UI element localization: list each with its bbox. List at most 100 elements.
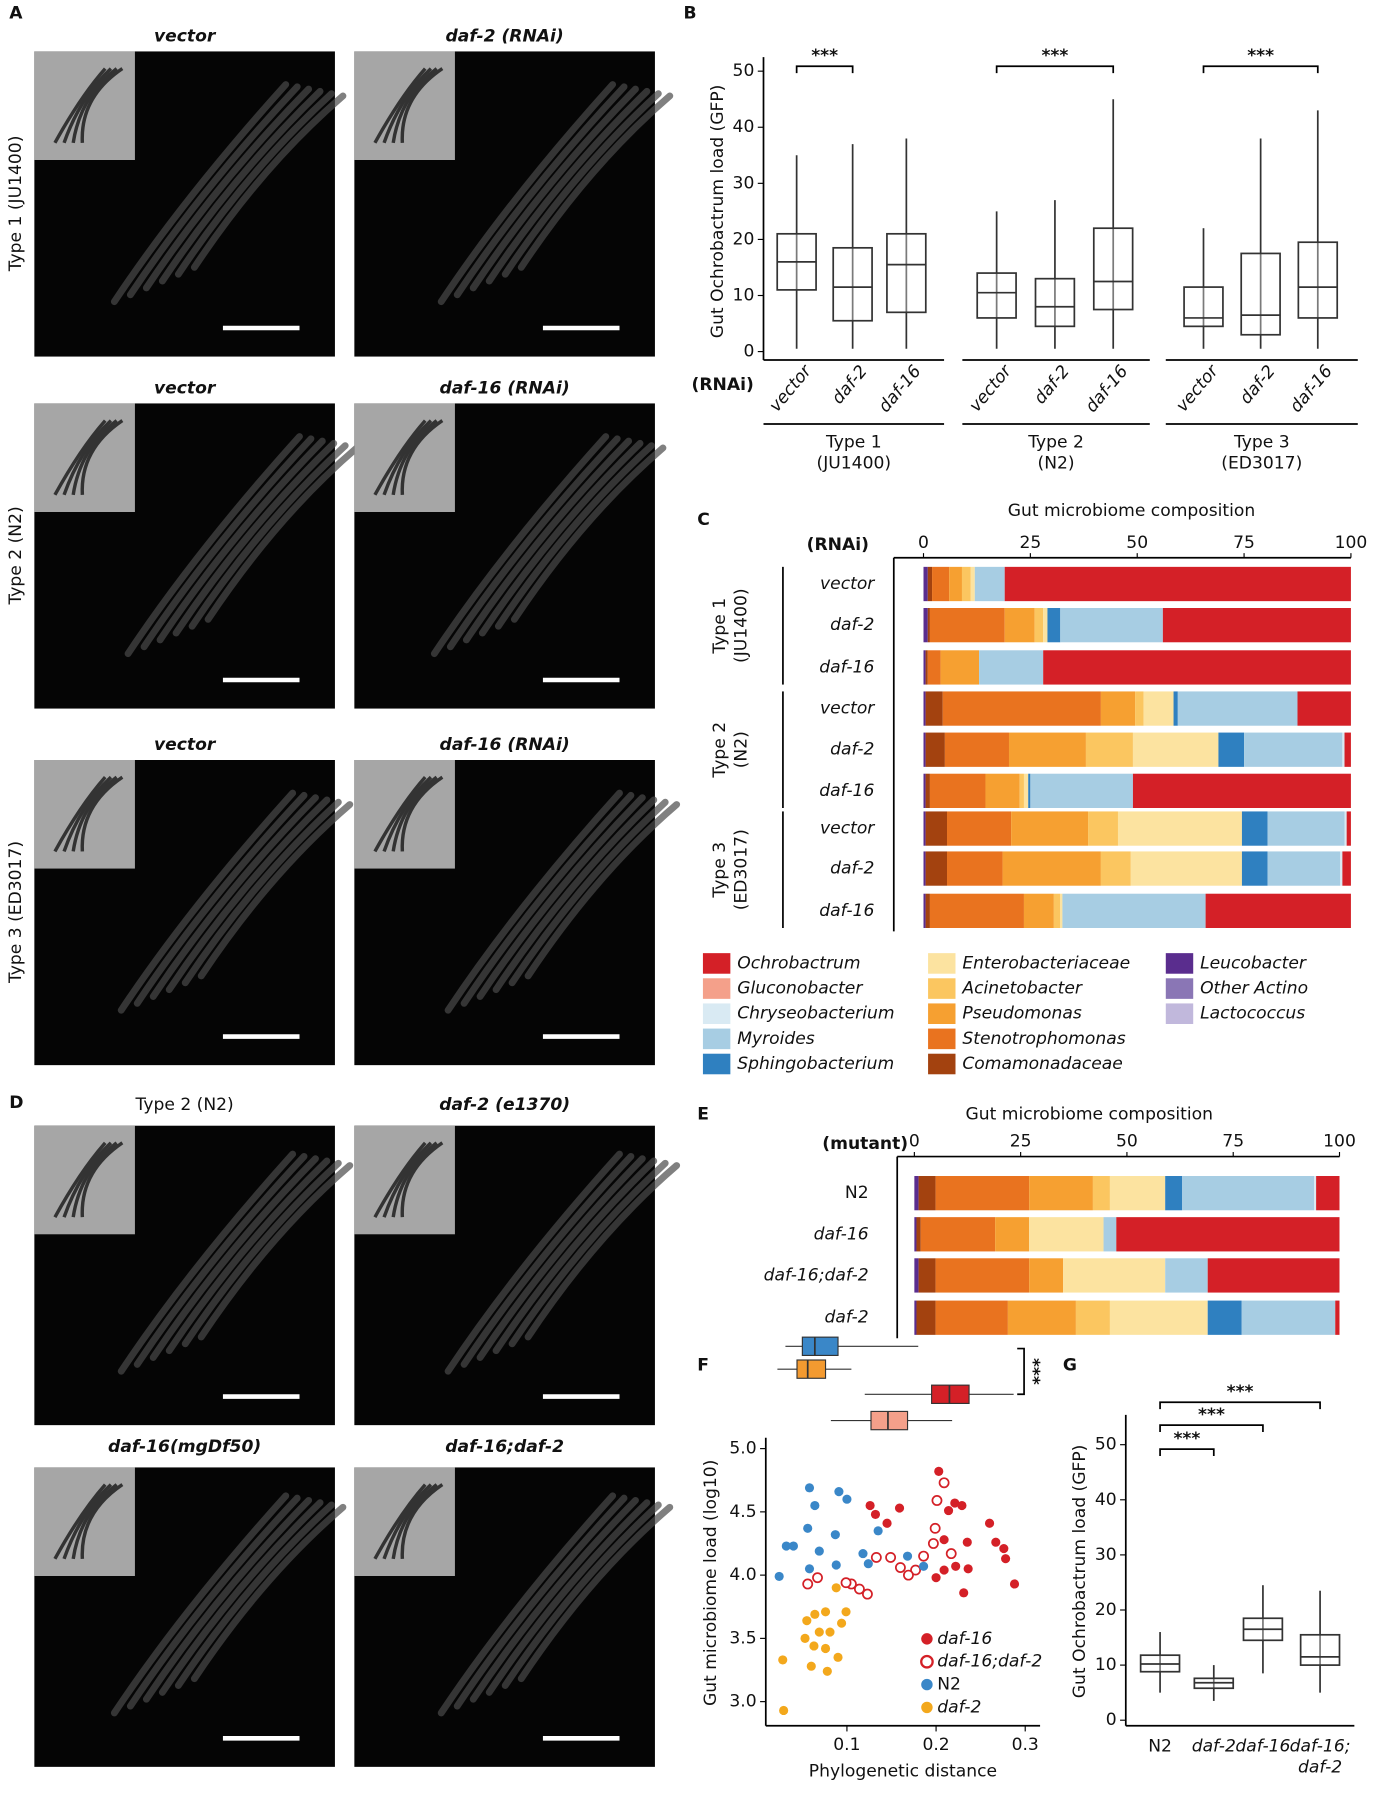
bar-segment	[1135, 691, 1144, 726]
x-tick-label: 50	[1116, 1132, 1138, 1152]
bar-segment	[1028, 773, 1031, 808]
inset-worm	[391, 419, 438, 496]
bar-segment	[1011, 811, 1089, 846]
legend-label: Sphingobacterium	[737, 1054, 894, 1074]
bar-segment	[1267, 811, 1345, 846]
point	[927, 1538, 939, 1549]
worm	[133, 791, 308, 1007]
worm	[430, 433, 610, 658]
bar-segment	[1002, 851, 1101, 886]
point	[950, 1498, 960, 1508]
bar-segment	[1060, 608, 1163, 643]
point	[903, 1569, 914, 1581]
worm	[181, 1159, 342, 1348]
bar-segment	[923, 608, 928, 643]
point	[837, 1618, 847, 1628]
point	[894, 1503, 905, 1513]
point	[951, 1561, 961, 1571]
point	[939, 1535, 949, 1545]
inset-worm	[53, 419, 107, 496]
inset-worm	[373, 419, 427, 496]
inset-worm	[400, 67, 444, 143]
point	[820, 1607, 831, 1617]
inset-worm	[373, 1483, 427, 1560]
point	[870, 1509, 881, 1519]
significance: ***	[1173, 1429, 1200, 1449]
significance: ***	[1247, 46, 1274, 66]
inset-worm	[391, 67, 438, 144]
y-tick-label: 20	[733, 229, 755, 249]
legend-swatch	[928, 1053, 956, 1075]
worm	[190, 1503, 347, 1683]
image-title: Type 2 (N2)	[135, 1095, 234, 1115]
bar-segment	[1109, 1176, 1166, 1211]
bar-segment	[1043, 608, 1048, 643]
inset-worm	[373, 776, 427, 853]
significance: ***	[1227, 1382, 1254, 1402]
point	[873, 1526, 883, 1536]
point	[774, 1571, 784, 1581]
box	[976, 272, 1017, 319]
worm	[172, 439, 338, 637]
worm	[124, 433, 303, 658]
inset-worm	[391, 1483, 438, 1560]
point	[945, 1548, 957, 1560]
point	[802, 1616, 812, 1626]
y-axis-label: Gut Ochrobactrum load (GFP)	[1070, 1445, 1090, 1699]
group-label: Type 1(JU1400)	[710, 588, 751, 663]
point	[943, 1506, 954, 1516]
bar-segment	[1100, 691, 1136, 726]
y-tick-label: 4.0	[729, 1565, 756, 1585]
bar-segment	[1117, 811, 1242, 846]
group-label: Type 3(ED3017)	[710, 829, 751, 910]
bar-segment	[1023, 773, 1029, 808]
significance: ***	[811, 46, 838, 66]
x-tick-label: N2	[1148, 1736, 1172, 1756]
bar-segment	[1132, 732, 1219, 767]
inset-worm	[382, 1141, 433, 1218]
bar-segment	[1030, 773, 1133, 808]
bar-segment	[914, 1300, 917, 1335]
bar-segment	[1004, 608, 1035, 643]
row-label: Type 1 (JU1400)	[6, 136, 26, 273]
inset-worm	[62, 1141, 113, 1218]
bar-segment	[1205, 893, 1351, 928]
worm	[517, 1503, 674, 1683]
y-tick-label: vector	[820, 574, 875, 594]
worm	[158, 1499, 324, 1696]
bar-segment	[914, 1176, 919, 1211]
point	[931, 1495, 943, 1506]
y-tick-label: 10	[733, 286, 755, 306]
point	[919, 1561, 929, 1571]
bar-segment	[1004, 566, 1351, 602]
y-tick-label: 40	[1095, 1490, 1117, 1510]
point	[894, 1562, 906, 1573]
point	[830, 1530, 840, 1540]
inset-worm	[80, 775, 124, 852]
worm	[117, 789, 297, 1014]
bar-segment	[1092, 1176, 1110, 1211]
significance: ***	[1030, 1358, 1050, 1385]
axis-title: (RNAi)	[692, 375, 754, 395]
point	[984, 1518, 995, 1528]
bar-segment	[1029, 1217, 1104, 1252]
legend-swatch	[928, 1028, 956, 1050]
legend-label: Comamonadaceae	[962, 1054, 1122, 1074]
inset-worm	[53, 1483, 107, 1560]
inset-worm	[71, 1141, 118, 1218]
legend-label: Chryseobacterium	[737, 1004, 894, 1024]
legend-swatch	[702, 978, 731, 999]
bar-segment	[947, 851, 1003, 886]
x-tick-label: 0	[909, 1132, 920, 1152]
bar-segment	[925, 732, 945, 767]
bar-segment	[1100, 851, 1131, 886]
point	[865, 1500, 875, 1511]
inset-worm	[373, 1141, 427, 1218]
worm	[508, 1159, 669, 1348]
worm	[142, 1496, 313, 1703]
bar-segment	[1182, 1176, 1314, 1211]
point	[931, 1573, 941, 1583]
bar-segment	[1143, 691, 1174, 726]
bar-segment	[927, 650, 941, 685]
point	[959, 1588, 969, 1598]
